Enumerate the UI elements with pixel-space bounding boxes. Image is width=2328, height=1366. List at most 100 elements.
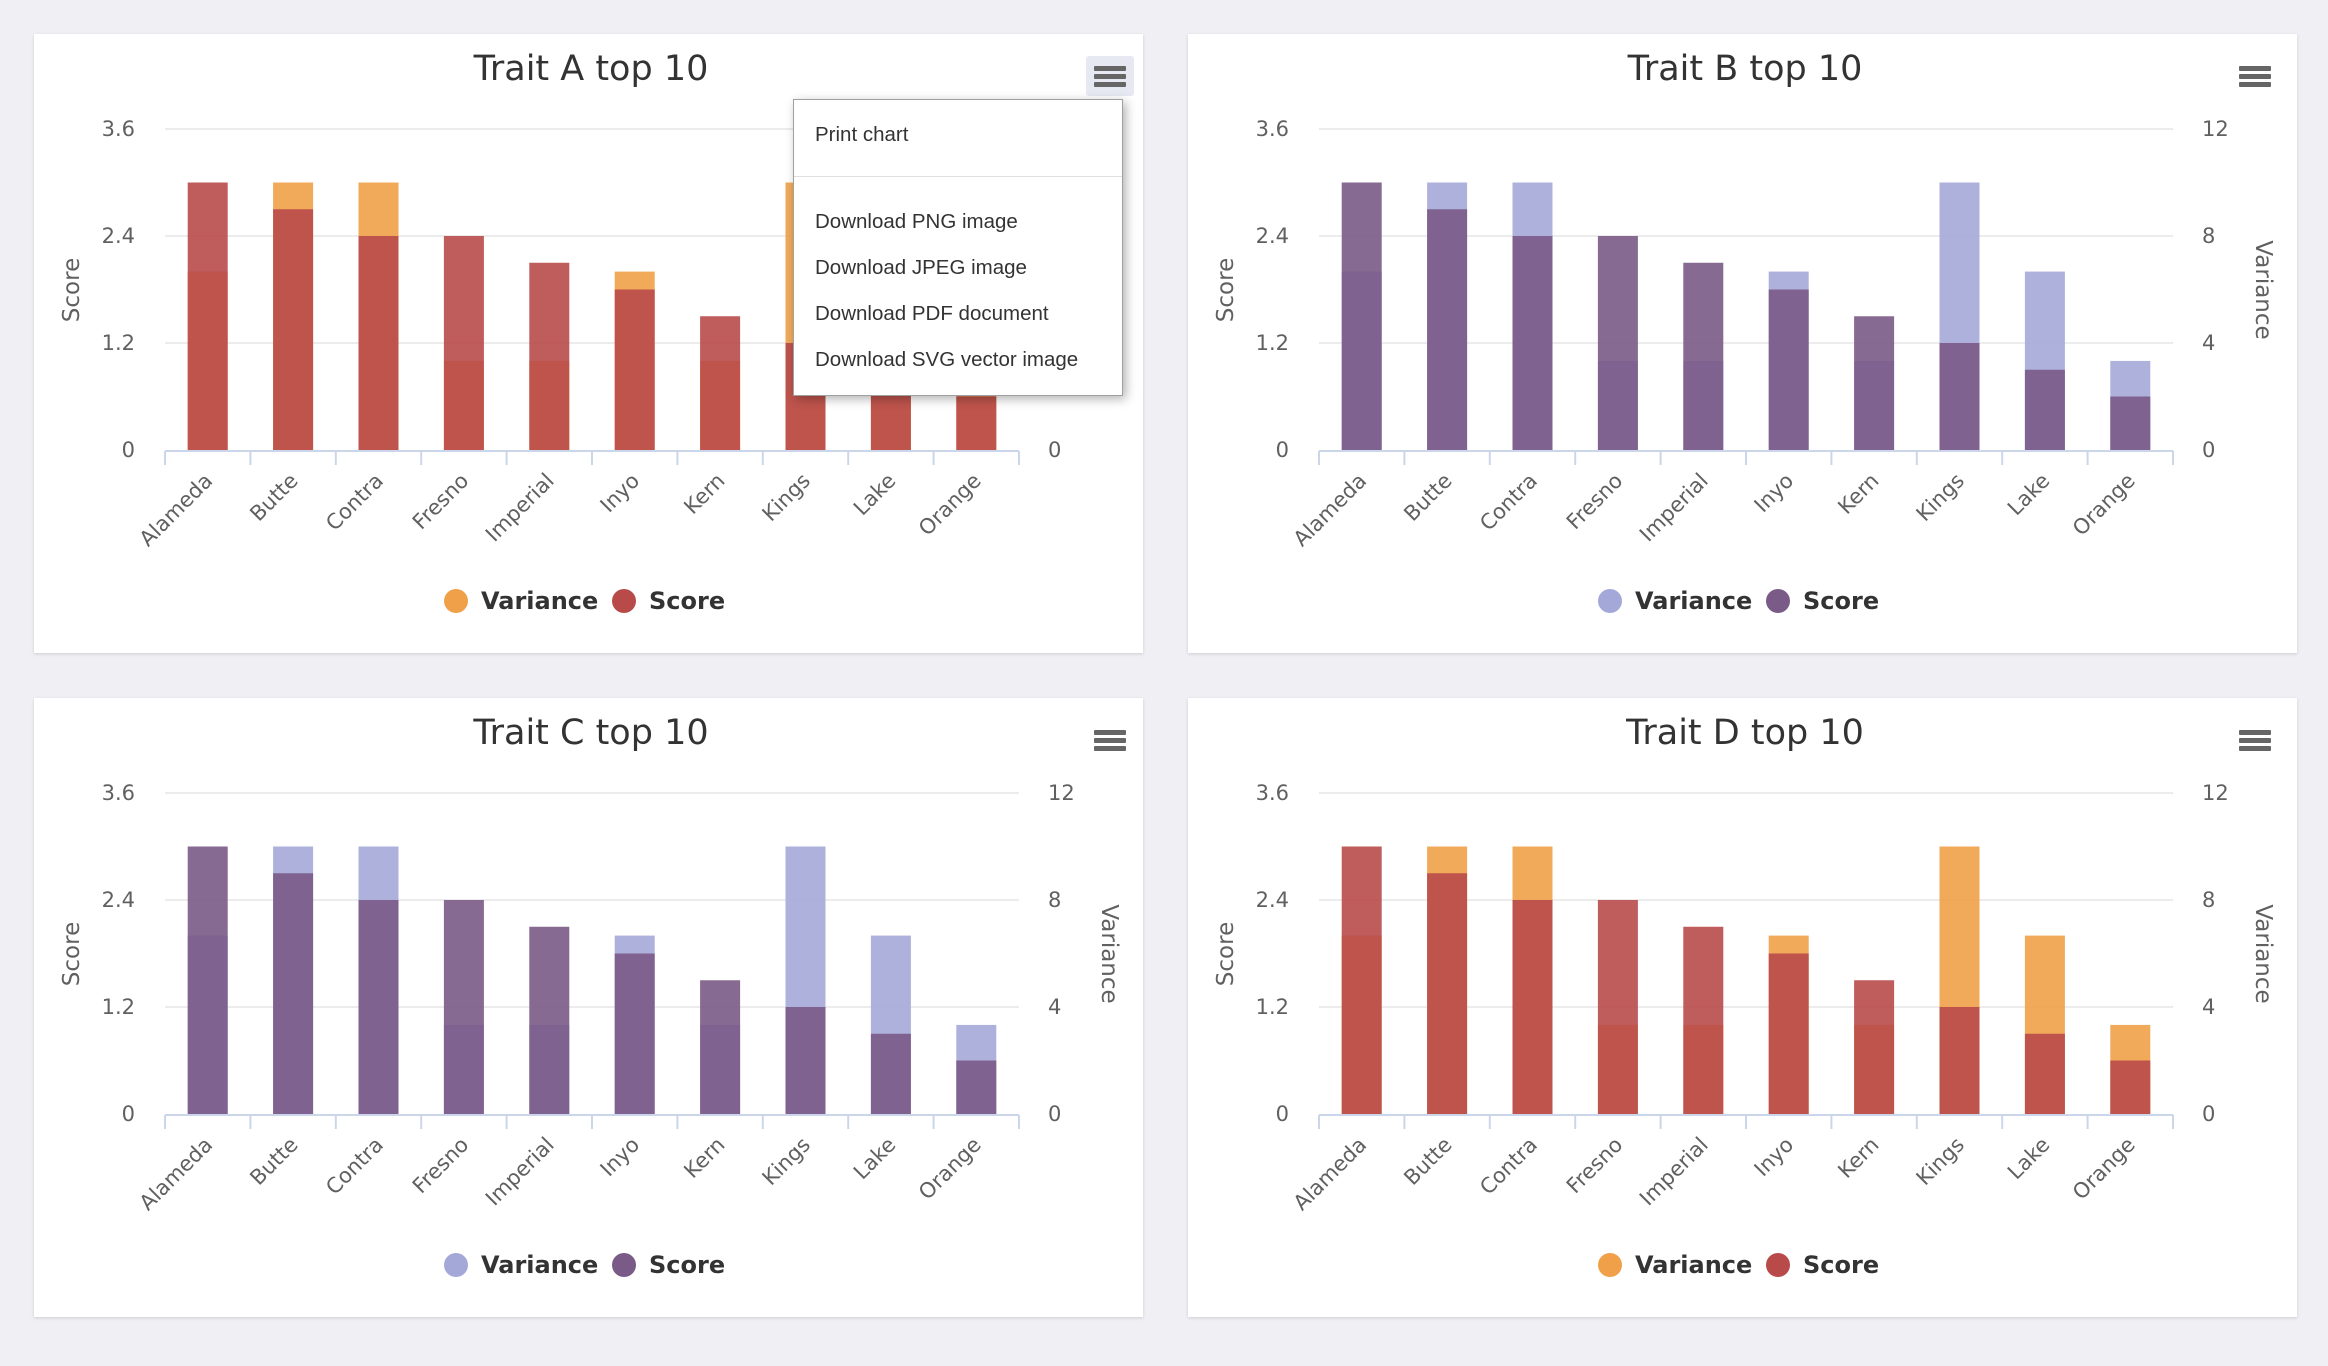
print-chart-item[interactable]: Print chart [815, 123, 909, 146]
y2-axis-title: Variance [2250, 904, 2276, 1003]
y2-axis-tick-label: 4 [2202, 331, 2215, 355]
download-jpeg-item[interactable]: Download JPEG image [815, 256, 1027, 279]
chart-trait-c: Trait C top 10 0 1.2 2.4 3.6 0 4 8 12 Score Varian… [59, 713, 1122, 1279]
y-axis-title: Score [59, 258, 85, 322]
menu-bar-icon [2239, 730, 2271, 735]
bar-score [273, 873, 314, 1114]
y2-axis-tick-label: 8 [2202, 224, 2215, 248]
chart-trait-b: Trait B top 10 0 1.2 2.4 3.6 0 4 8 12 Score Varian… [1213, 49, 2276, 615]
x-axis-tick-label: Contra [321, 1133, 388, 1200]
x-axis-tick-label: Kern [1833, 469, 1883, 519]
bar-score [187, 182, 228, 450]
bar-score [1341, 846, 1382, 1114]
x-axis-tick-label: Inyo [596, 1133, 645, 1182]
bar-score [614, 289, 655, 450]
x-axis-tick-label: Inyo [596, 469, 645, 518]
y2-axis-tick-label: 0 [2202, 438, 2215, 462]
chart-menu-button[interactable] [1086, 56, 1134, 96]
download-pdf-item[interactable]: Download PDF document [815, 302, 1049, 325]
y-axis-title: Score [1213, 922, 1239, 986]
x-axis-tick-label: Imperial [1635, 1133, 1713, 1211]
legend-label: Score [649, 1251, 725, 1279]
bar-score [529, 926, 570, 1114]
x-axis-tick-label: Inyo [1750, 469, 1799, 518]
legend-label: Score [1803, 587, 1879, 615]
bar-score [956, 1060, 997, 1114]
x-axis-tick-label: Lake [849, 1133, 901, 1185]
x-axis-tick-label: Kern [679, 1133, 729, 1183]
y2-axis-tick-label: 8 [1048, 888, 1061, 912]
y-axis-title: Score [59, 922, 85, 986]
download-png-item[interactable]: Download PNG image [815, 210, 1018, 233]
y-axis-tick-label: 2.4 [102, 888, 135, 912]
bar-score [187, 846, 228, 1114]
y2-axis-tick-label: 4 [2202, 995, 2215, 1019]
bar-score [2110, 396, 2151, 450]
y-axis-tick-label: 1.2 [1256, 331, 1289, 355]
bar-score [785, 1007, 826, 1114]
x-axis-tick-label: Orange [914, 469, 986, 541]
menu-bar-icon [1094, 82, 1126, 87]
bar-score [1768, 953, 1809, 1114]
y-axis-tick-label: 2.4 [102, 224, 135, 248]
chart-title: Trait C top 10 [472, 713, 708, 753]
menu-separator [794, 176, 1122, 177]
legend-marker [612, 1253, 636, 1277]
x-axis-tick-label: Butte [1399, 469, 1456, 526]
chart-menu-button[interactable] [2231, 720, 2279, 760]
y2-axis-tick-label: 12 [2202, 781, 2229, 805]
bar-score [1597, 900, 1638, 1114]
x-axis-tick-label: Kings [758, 469, 815, 526]
bar-score [1854, 980, 1895, 1114]
x-axis-tick-label: Orange [2068, 1133, 2140, 1205]
bar-score [1427, 209, 1468, 450]
legend-label: Variance [1635, 1251, 1752, 1279]
legend-label: Score [1803, 1251, 1879, 1279]
y-axis-tick-label: 2.4 [1256, 888, 1289, 912]
bar-score [1939, 343, 1980, 450]
legend-marker [444, 1253, 468, 1277]
x-axis-tick-label: Kings [1912, 1133, 1969, 1190]
y2-axis-tick-label: 0 [1048, 438, 1061, 462]
x-axis-tick-label: Imperial [481, 469, 559, 547]
bar-score [1939, 1007, 1980, 1114]
y-axis-tick-label: 0 [122, 1102, 135, 1126]
x-axis-tick-label: Alameda [1289, 469, 1371, 551]
legend-label: Variance [481, 587, 598, 615]
x-axis-tick-label: Imperial [481, 1133, 559, 1211]
x-axis-tick-label: Kern [1833, 1133, 1883, 1183]
bar-score [358, 236, 399, 450]
chart-panel-trait-d: Trait D top 10 0 1.2 2.4 3.6 0 4 8 12 Score Varian… [1188, 698, 2297, 1317]
chart-menu-button[interactable] [2231, 56, 2279, 96]
x-axis-tick-label: Contra [321, 469, 388, 536]
bar-score [700, 980, 741, 1114]
y2-axis-title: Variance [1096, 904, 1122, 1003]
bar-score [529, 262, 570, 450]
x-axis-tick-label: Inyo [1750, 1133, 1799, 1182]
bar-score [700, 316, 741, 450]
y2-axis-tick-label: 0 [2202, 1102, 2215, 1126]
chart-title: Trait A top 10 [473, 49, 709, 89]
legend-marker [1766, 589, 1790, 613]
legend-marker [1598, 589, 1622, 613]
x-axis-tick-label: Butte [1399, 1133, 1456, 1190]
legend-label: Variance [1635, 587, 1752, 615]
x-axis-tick-label: Alameda [135, 1133, 217, 1215]
y2-axis-tick-label: 4 [1048, 995, 1061, 1019]
chart-trait-d: Trait D top 10 0 1.2 2.4 3.6 0 4 8 12 Score Varian… [1213, 713, 2276, 1279]
bar-score [1683, 926, 1724, 1114]
download-svg-item[interactable]: Download SVG vector image [815, 348, 1079, 371]
y-axis-tick-label: 0 [1276, 1102, 1289, 1126]
bar-score [1854, 316, 1895, 450]
menu-bar-icon [2239, 74, 2271, 79]
menu-bar-icon [2239, 66, 2271, 71]
bar-score [1512, 900, 1553, 1114]
chart-menu-button[interactable] [1086, 720, 1134, 760]
y-axis-tick-label: 1.2 [1256, 995, 1289, 1019]
x-axis-tick-label: Alameda [1289, 1133, 1371, 1215]
bar-score [614, 953, 655, 1114]
bar-score [358, 900, 399, 1114]
x-axis-tick-label: Contra [1475, 1133, 1542, 1200]
legend-label: Variance [481, 1251, 598, 1279]
y2-axis-tick-label: 12 [2202, 117, 2229, 141]
